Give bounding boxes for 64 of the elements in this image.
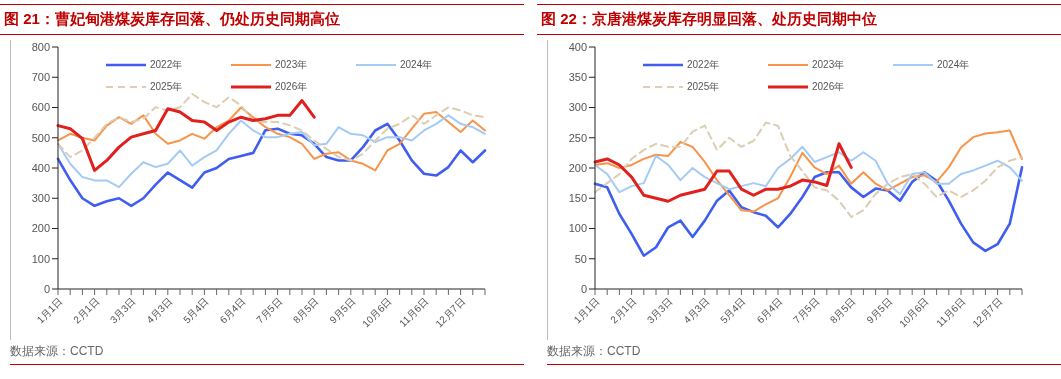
y-tick-label: 200 <box>568 161 587 174</box>
x-tick-label: 12月7日 <box>970 295 1005 330</box>
y-tick-label: 0 <box>43 282 50 295</box>
x-tick-label: 10月6日 <box>360 295 394 330</box>
x-tick-label: 12月7日 <box>433 295 468 330</box>
x-tick-label: 1月1日 <box>34 295 65 326</box>
x-tick-label: 9月5日 <box>327 295 358 326</box>
x-tick-label: 5月4日 <box>181 295 211 326</box>
y-tick-label: 700 <box>31 71 50 84</box>
y-tick-label: 400 <box>31 161 50 174</box>
legend-label: 2026年 <box>812 80 845 94</box>
x-tick-label: 4月3日 <box>681 295 712 326</box>
legend-label: 2025年 <box>150 80 183 94</box>
x-tick-label: 2月1日 <box>71 295 102 326</box>
chart-title: 图 22：京唐港煤炭库存明显回落、处历史同期中位 <box>537 4 1061 35</box>
y-tick-label: 250 <box>568 131 587 144</box>
y-tick-label: 350 <box>568 71 587 84</box>
legend-label: 2024年 <box>400 58 433 72</box>
x-tick-label: 7月5日 <box>791 295 822 326</box>
line-series <box>56 99 316 172</box>
x-tick-label: 8月5日 <box>290 295 321 326</box>
source-note: 数据来源：CCTD <box>10 344 104 358</box>
legend-label: 2026年 <box>275 80 308 94</box>
source-note: 数据来源：CCTD <box>547 344 641 358</box>
line-series <box>57 92 486 162</box>
x-tick-label: 4月3日 <box>144 295 175 326</box>
y-tick-label: 500 <box>31 131 50 144</box>
legend-label: 2025年 <box>687 80 720 94</box>
line-series <box>593 142 853 203</box>
y-tick-label: 100 <box>31 252 50 265</box>
y-tick-label: 200 <box>31 222 50 235</box>
y-tick-label: 150 <box>568 192 587 205</box>
y-tick-label: 300 <box>568 101 587 114</box>
line-series <box>57 106 486 172</box>
y-tick-label: 600 <box>31 101 50 114</box>
legend-label: 2022年 <box>687 58 720 72</box>
chart-title: 图 21：曹妃甸港煤炭库存回落、仍处历史同期高位 <box>0 4 524 35</box>
y-tick-label: 300 <box>31 192 50 205</box>
x-tick-label: 5月4日 <box>718 295 748 326</box>
x-tick-label: 3月3日 <box>107 295 138 326</box>
x-tick-label: 6月4日 <box>754 295 785 326</box>
x-tick-label: 11月6日 <box>934 295 968 329</box>
x-tick-label: 3月3日 <box>644 295 675 326</box>
line-series <box>594 145 1023 196</box>
y-tick-label: 400 <box>568 40 587 53</box>
legend-label: 2023年 <box>275 58 308 72</box>
x-tick-label: 8月5日 <box>827 295 858 326</box>
x-tick-label: 6月4日 <box>217 295 248 326</box>
y-tick-label: 50 <box>574 252 587 265</box>
y-tick-label: 0 <box>580 282 587 295</box>
line-series <box>593 166 1024 258</box>
y-tick-label: 100 <box>568 222 587 235</box>
x-tick-label: 7月5日 <box>254 295 285 326</box>
line-series <box>56 122 487 208</box>
x-tick-label: 2月1日 <box>608 295 639 326</box>
x-tick-label: 10月6日 <box>897 295 931 330</box>
legend-label: 2024年 <box>937 58 970 72</box>
x-tick-label: 11月6日 <box>397 295 431 329</box>
line-series <box>57 114 486 189</box>
y-tick-label: 800 <box>31 40 50 53</box>
legend-label: 2023年 <box>812 58 845 72</box>
x-tick-label: 1月1日 <box>571 295 602 326</box>
x-tick-label: 9月5日 <box>864 295 895 326</box>
legend-label: 2022年 <box>150 58 183 72</box>
